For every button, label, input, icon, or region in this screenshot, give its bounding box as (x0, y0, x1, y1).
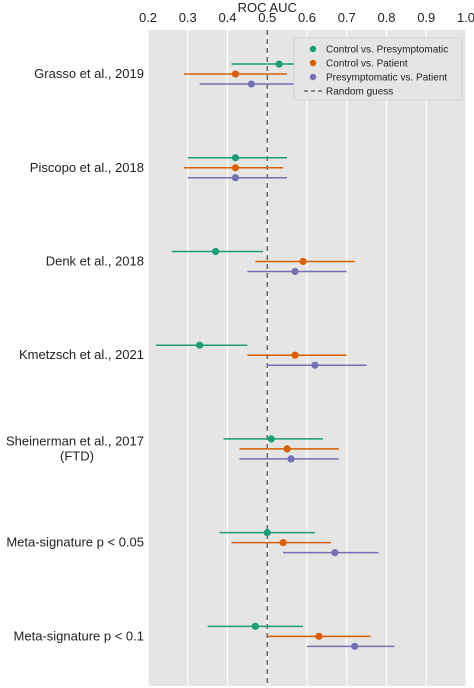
data-point (291, 351, 299, 359)
category-label: Grasso et al., 2019 (34, 66, 144, 81)
legend-marker (309, 73, 317, 81)
data-point (231, 174, 240, 182)
x-tick-labels: 0.2 0.3 0.4 0.5 0.6 0.7 0.8 0.9 1.0 (139, 10, 474, 25)
legend-box (293, 37, 463, 101)
x-tick-label: 0.9 (417, 10, 435, 25)
category-labels: Grasso et al., 2019 Piscopo et al., 2018 D… (6, 66, 144, 643)
data-point (196, 341, 204, 349)
data-point (351, 642, 359, 650)
category-label: (FTD) (60, 448, 94, 463)
data-point (291, 267, 299, 276)
data-point (299, 257, 307, 266)
x-tick-label: 0.2 (139, 10, 157, 25)
x-tick-label: 0.7 (338, 10, 356, 25)
data-point (231, 154, 240, 162)
data-point (315, 632, 323, 640)
data-point (247, 80, 255, 88)
data-point (231, 70, 240, 78)
x-tick-label: 0.8 (377, 10, 395, 25)
data-point (267, 435, 275, 443)
data-point (311, 361, 319, 369)
data-point (331, 549, 339, 557)
data-point (211, 247, 220, 256)
data-point (231, 164, 240, 172)
category-label: Kmetzsch et al., 2021 (19, 347, 144, 362)
legend-label: Presymptomatic vs. Patient (326, 73, 447, 84)
legend-label: Random guess (326, 87, 393, 98)
legend: Control vs. Presymptomatic Control vs. Pa… (293, 37, 463, 101)
category-label: Denk et al., 2018 (46, 253, 144, 268)
category-label: Meta-signature p < 0.1 (14, 628, 144, 643)
data-point (251, 622, 259, 630)
data-point (287, 455, 295, 463)
data-point (283, 445, 291, 453)
x-tick-label: 0.4 (218, 10, 236, 25)
x-tick-label: 0.6 (298, 10, 316, 25)
x-axis-title: ROC AUC (238, 0, 297, 15)
legend-label: Control vs. Presymptomatic (326, 45, 448, 56)
legend-marker (309, 59, 317, 67)
x-tick-label: 0.5 (258, 10, 276, 25)
x-tick-label: 1.0 (457, 10, 474, 25)
data-point (279, 539, 287, 547)
data-point (275, 60, 283, 68)
category-label: Sheinerman et al., 2017 (6, 433, 144, 448)
legend-label: Control vs. Patient (326, 59, 408, 70)
category-label: Piscopo et al., 2018 (30, 160, 144, 175)
category-label: Meta-signature p < 0.05 (6, 535, 144, 550)
x-tick-label: 0.3 (179, 10, 197, 25)
data-point (263, 529, 271, 537)
legend-marker (309, 45, 317, 53)
